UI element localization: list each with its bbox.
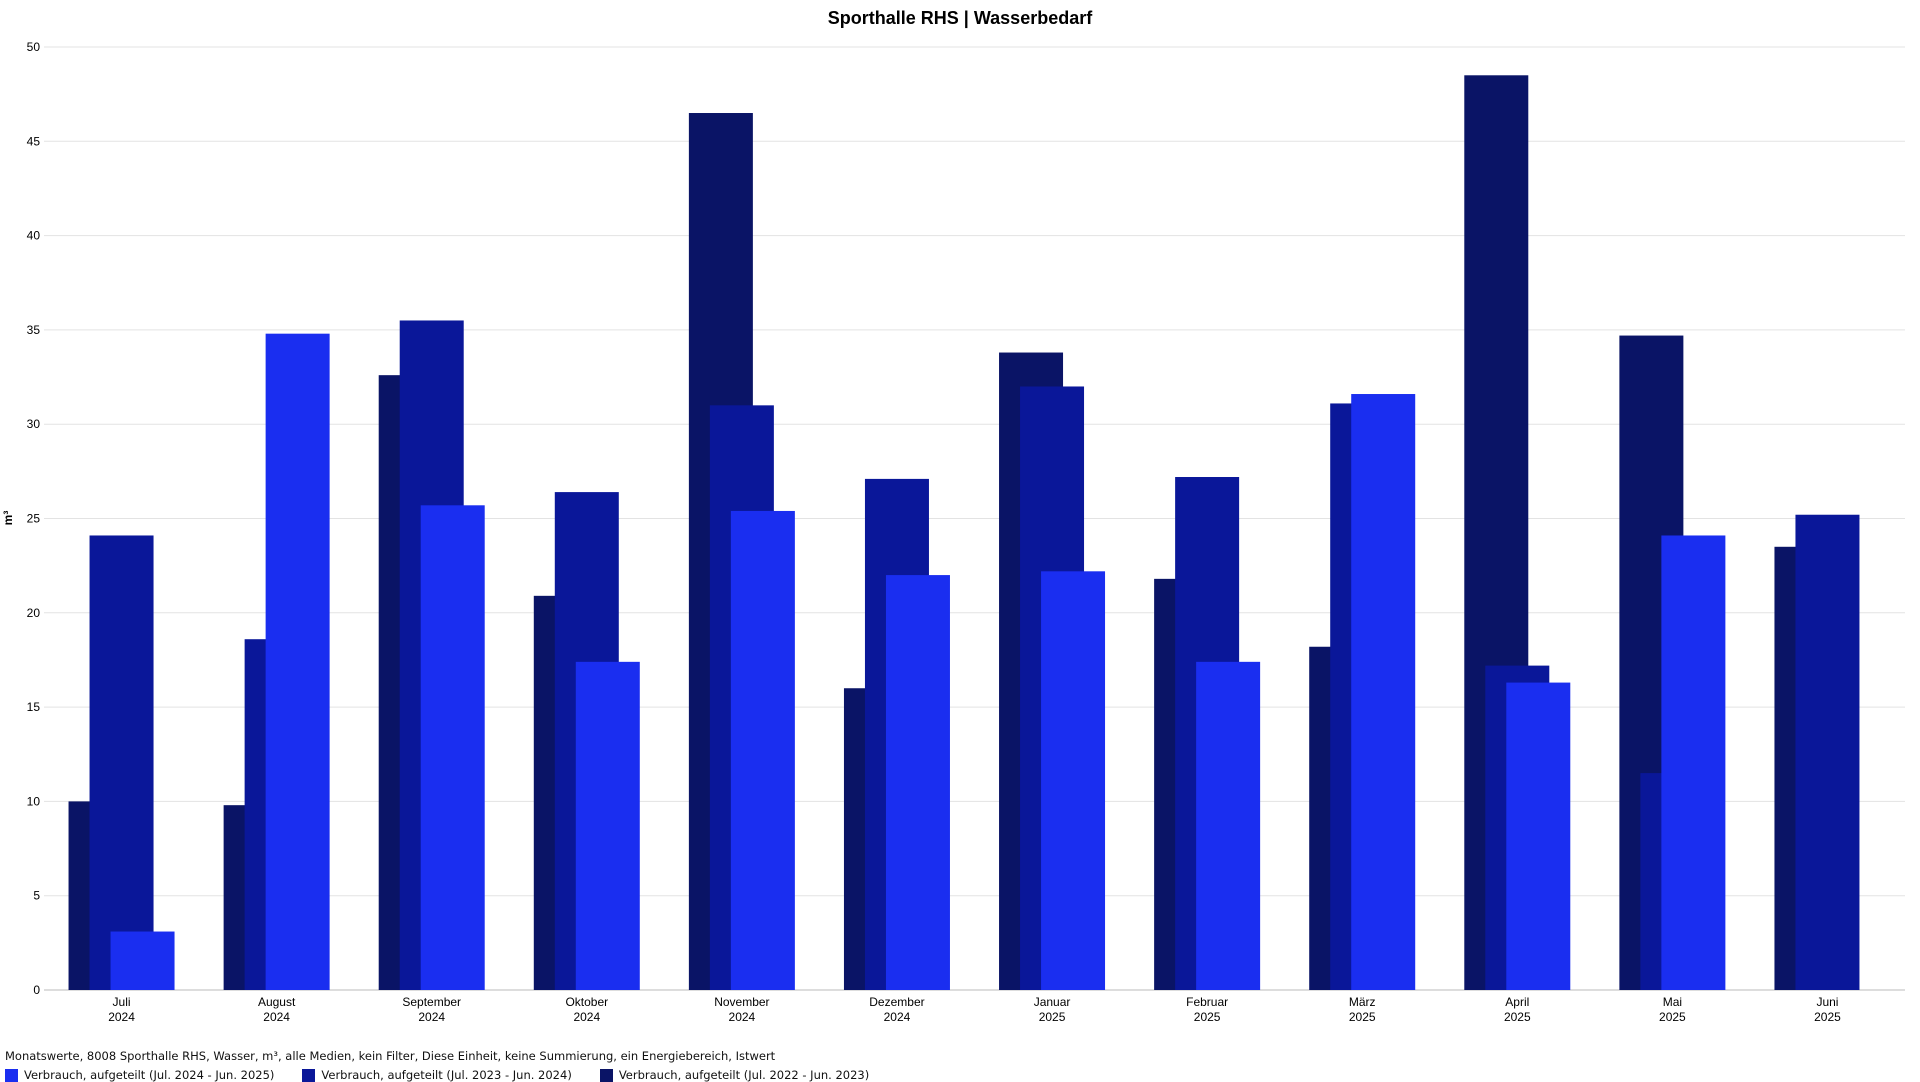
x-tick-label-year: 2025 bbox=[1194, 1010, 1221, 1024]
legend-item-1[interactable]: Verbrauch, aufgeteilt (Jul. 2024 - Jun. … bbox=[5, 1068, 274, 1082]
legend-label-1: Verbrauch, aufgeteilt (Jul. 2024 - Jun. … bbox=[24, 1068, 275, 1082]
x-tick-label-year: 2024 bbox=[108, 1010, 135, 1024]
x-tick-label-month: August bbox=[258, 995, 296, 1009]
legend-swatch-3 bbox=[599, 1068, 613, 1082]
x-tick-label-month: April bbox=[1505, 995, 1529, 1009]
bar-series3-januar[interactable] bbox=[1041, 571, 1106, 990]
x-tick-label-year: 2025 bbox=[1659, 1010, 1686, 1024]
x-tick-label-year: 2024 bbox=[884, 1010, 911, 1024]
bar-series3-juli[interactable] bbox=[110, 931, 175, 990]
bars-layer bbox=[68, 75, 1860, 991]
x-tick-label-month: November bbox=[714, 995, 769, 1009]
bar-series3-september[interactable] bbox=[420, 505, 485, 990]
y-tick-label: 45 bbox=[27, 134, 41, 148]
x-tick-label-month: Februar bbox=[1186, 995, 1228, 1009]
x-tick-label-month: Juni bbox=[1816, 995, 1838, 1009]
legend-label-2: Verbrauch, aufgeteilt (Jul. 2023 - Jun. … bbox=[321, 1068, 572, 1082]
x-tick-label-year: 2025 bbox=[1349, 1010, 1376, 1024]
legend: Verbrauch, aufgeteilt (Jul. 2024 - Jun. … bbox=[5, 1068, 897, 1082]
bar-series3-august[interactable] bbox=[265, 333, 330, 990]
x-tick-label-month: Januar bbox=[1034, 995, 1071, 1009]
y-tick-label: 30 bbox=[27, 417, 41, 431]
legend-swatch-2 bbox=[302, 1068, 316, 1082]
y-axis-label: m³ bbox=[1, 511, 15, 526]
bar-series3-april[interactable] bbox=[1506, 682, 1571, 990]
x-tick-label-month: Juli bbox=[113, 995, 131, 1009]
y-tick-label: 25 bbox=[27, 512, 41, 526]
y-tick-label: 40 bbox=[27, 229, 41, 243]
y-tick-label: 20 bbox=[27, 606, 41, 620]
chart-canvas: 05101520253035404550Juli2024August2024Se… bbox=[1, 40, 1905, 1024]
legend-item-3[interactable]: Verbrauch, aufgeteilt (Jul. 2022 - Jun. … bbox=[599, 1068, 870, 1082]
y-tick-label: 5 bbox=[33, 889, 40, 903]
x-tick-label-year: 2024 bbox=[573, 1010, 600, 1024]
x-tick-label-year: 2025 bbox=[1504, 1010, 1531, 1024]
y-tick-label: 10 bbox=[27, 794, 41, 808]
bar-series2-juni[interactable] bbox=[1795, 514, 1860, 990]
bar-series3-oktober[interactable] bbox=[575, 661, 640, 990]
chart-description: Monatswerte, 8008 Sporthalle RHS, Wasser… bbox=[5, 1049, 776, 1063]
x-tick-label-year: 2024 bbox=[729, 1010, 756, 1024]
bar-series2-juli[interactable] bbox=[89, 535, 154, 990]
bar-series3-dezember[interactable] bbox=[885, 575, 950, 990]
bar-series3-mai[interactable] bbox=[1661, 535, 1726, 990]
legend-item-2[interactable]: Verbrauch, aufgeteilt (Jul. 2023 - Jun. … bbox=[302, 1068, 572, 1082]
x-tick-label-month: September bbox=[402, 995, 461, 1009]
x-tick-label-month: Oktober bbox=[565, 995, 608, 1009]
x-tick-label-month: März bbox=[1349, 995, 1376, 1009]
axis-layer: 05101520253035404550Juli2024August2024Se… bbox=[27, 40, 1841, 1024]
bar-series3-november[interactable] bbox=[730, 510, 795, 990]
x-tick-label-year: 2025 bbox=[1814, 1010, 1841, 1024]
y-tick-label: 50 bbox=[27, 40, 41, 54]
x-tick-label-month: Dezember bbox=[869, 995, 924, 1009]
bar-series3-februar[interactable] bbox=[1196, 661, 1261, 990]
x-tick-label-year: 2025 bbox=[1039, 1010, 1066, 1024]
x-tick-label-month: Mai bbox=[1663, 995, 1682, 1009]
y-tick-label: 35 bbox=[27, 323, 41, 337]
x-tick-label-year: 2024 bbox=[263, 1010, 290, 1024]
grid-layer bbox=[44, 46, 1905, 991]
legend-swatch-1 bbox=[5, 1068, 18, 1082]
bar-series3-märz[interactable] bbox=[1351, 394, 1416, 990]
x-tick-label-year: 2024 bbox=[418, 1010, 445, 1024]
y-tick-label: 0 bbox=[33, 983, 40, 997]
legend-label-3: Verbrauch, aufgeteilt (Jul. 2022 - Jun. … bbox=[618, 1068, 870, 1082]
y-tick-label: 15 bbox=[27, 700, 41, 714]
chart-title: Sporthalle RHS | Wasserbedarf bbox=[827, 8, 1093, 28]
